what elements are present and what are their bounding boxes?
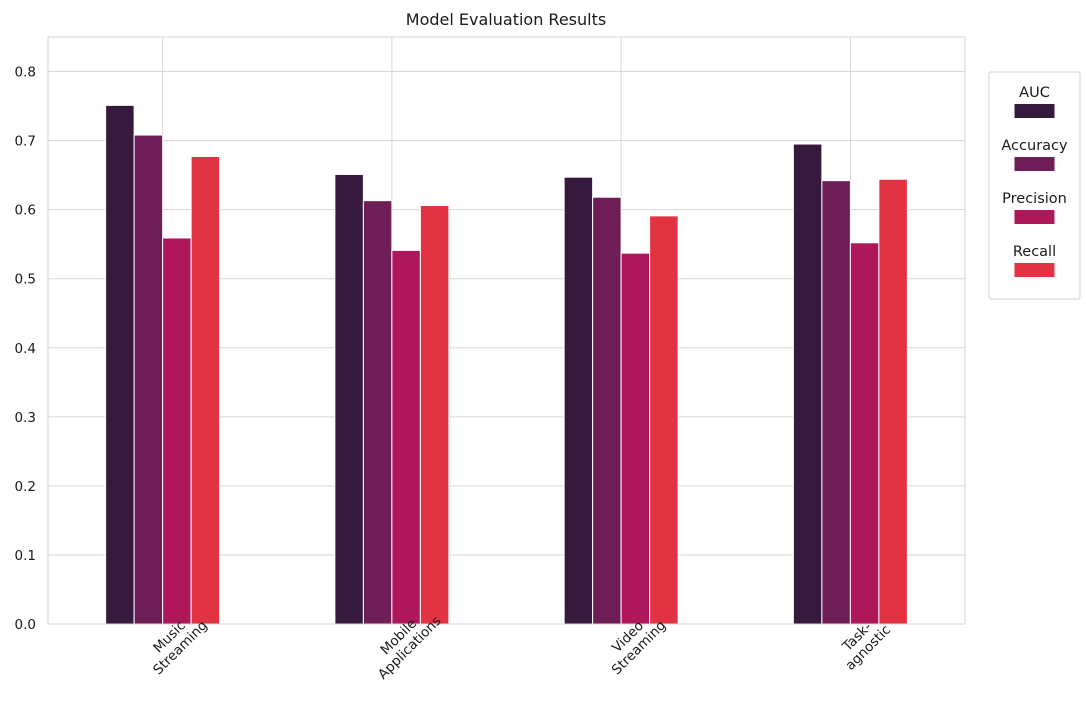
legend-swatch-recall bbox=[1014, 263, 1055, 277]
bar-recall-4 bbox=[878, 178, 908, 625]
bar-auc-4 bbox=[792, 143, 823, 625]
bar-recall-3 bbox=[649, 215, 679, 625]
y-tick-label: 0.8 bbox=[15, 65, 36, 81]
bar-precision-3 bbox=[620, 252, 651, 625]
y-tick-label: 0.2 bbox=[15, 479, 36, 495]
y-tick-label: 0.4 bbox=[15, 341, 36, 357]
x-axis-ticks: MusicStreaming MobileApplications VideoStr… bbox=[150, 613, 894, 683]
bar-auc-3 bbox=[563, 176, 594, 625]
legend-label-accuracy: Accuracy bbox=[1001, 138, 1068, 154]
bar-auc-2 bbox=[334, 173, 364, 625]
bars bbox=[105, 104, 908, 625]
legend-label-recall: Recall bbox=[1013, 244, 1056, 260]
bar-accuracy-3 bbox=[592, 196, 622, 625]
y-tick-label: 0.7 bbox=[15, 134, 36, 150]
bar-precision-2 bbox=[391, 249, 421, 625]
bar-accuracy-1 bbox=[133, 134, 164, 625]
legend-label-auc: AUC bbox=[1019, 85, 1050, 101]
legend-swatch-auc bbox=[1014, 104, 1055, 118]
y-tick-label: 0.5 bbox=[15, 272, 36, 288]
y-tick-label: 0.6 bbox=[15, 203, 36, 219]
legend-frame bbox=[988, 71, 1081, 300]
legend-swatch-precision bbox=[1014, 210, 1055, 224]
legend: AUC Accuracy Precision Recall bbox=[988, 71, 1081, 300]
bar-precision-4 bbox=[849, 242, 880, 625]
plot-frame bbox=[47, 36, 966, 625]
bar-recall-2 bbox=[419, 205, 450, 625]
bar-precision-1 bbox=[162, 237, 192, 625]
y-tick-label: 0.3 bbox=[15, 410, 36, 426]
y-axis-ticks: 0.0 0.1 0.2 0.3 0.4 0.5 0.6 0.7 0.8 bbox=[15, 65, 36, 633]
y-tick-label: 0.1 bbox=[15, 548, 36, 564]
bar-accuracy-4 bbox=[821, 180, 851, 625]
legend-label-precision: Precision bbox=[1002, 191, 1067, 207]
legend-swatch-accuracy bbox=[1014, 157, 1055, 171]
bar-recall-1 bbox=[190, 155, 221, 625]
chart-title: Model Evaluation Results bbox=[406, 10, 606, 29]
bar-auc-1 bbox=[105, 104, 135, 625]
bar-accuracy-2 bbox=[362, 200, 393, 625]
y-tick-label: 0.0 bbox=[15, 617, 36, 633]
